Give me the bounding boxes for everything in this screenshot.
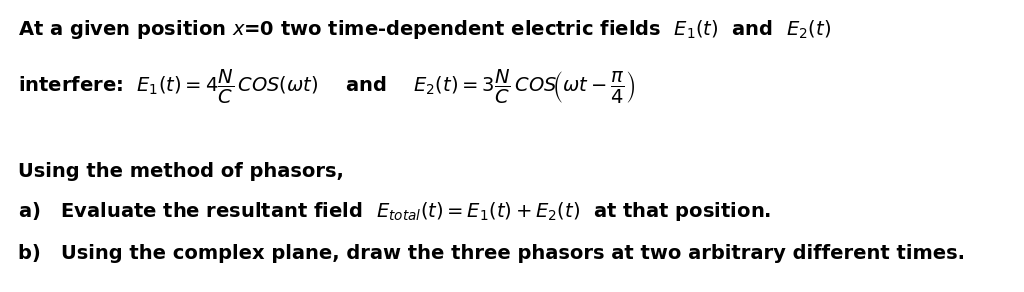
Text: Using the method of phasors,: Using the method of phasors, (18, 162, 344, 181)
Text: a)   Evaluate the resultant field  $E_{total}(t) = E_1(t) + E_2(t)$  at that pos: a) Evaluate the resultant field $E_{tota… (18, 200, 771, 223)
Text: interfere:  $E_1(t) = 4\dfrac{N}{C}\,COS(\omega t)$    and    $E_2(t) = 3\dfrac{: interfere: $E_1(t) = 4\dfrac{N}{C}\,COS(… (18, 68, 635, 106)
Text: b)   Using the complex plane, draw the three phasors at two arbitrary different : b) Using the complex plane, draw the thr… (18, 244, 965, 263)
Text: At a given position $x$=0 two time-dependent electric fields  $E_1(t)$  and  $E_: At a given position $x$=0 two time-depen… (18, 18, 831, 41)
